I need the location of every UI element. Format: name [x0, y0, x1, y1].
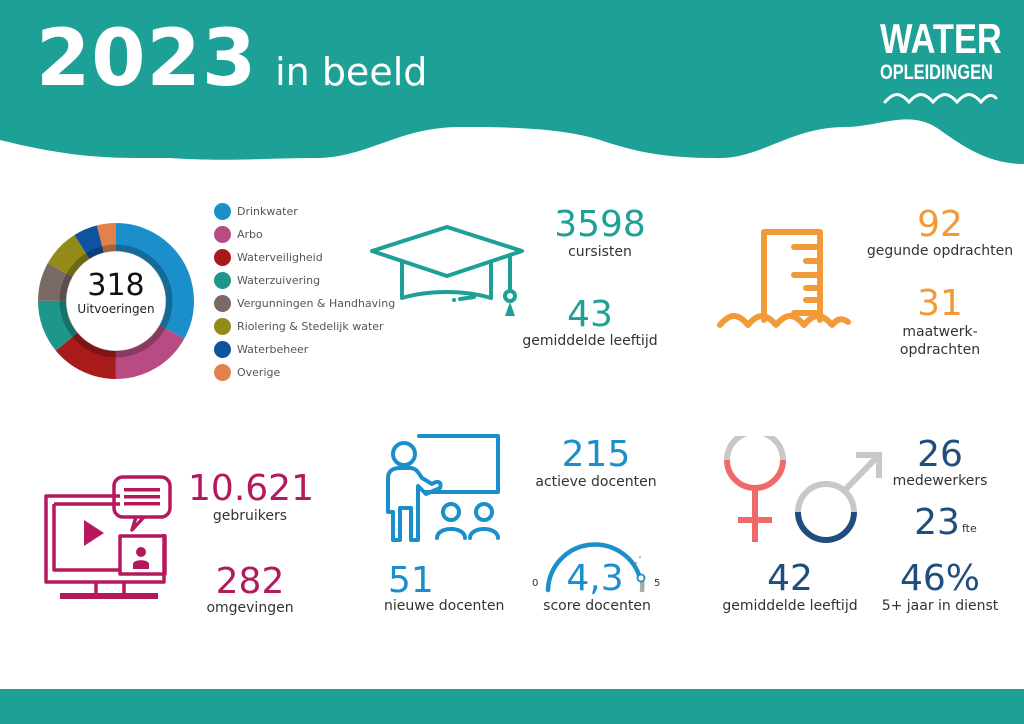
legend-item: Vergunningen & Handhaving	[214, 292, 395, 315]
title-year: 2023	[36, 14, 258, 104]
logo: WATER OPLEIDINGEN	[880, 15, 1002, 106]
staff-fte: 23	[914, 502, 960, 543]
assignments-granted: 92	[917, 204, 963, 245]
legend-label: Waterzuivering	[237, 274, 321, 287]
title-subtitle: in beeld	[275, 50, 428, 94]
legend-label: Vergunningen & Handhaving	[237, 297, 396, 310]
legend-dot	[214, 226, 231, 243]
legend-label: Waterbeheer	[237, 343, 309, 356]
legend-label: Drinkwater	[237, 205, 298, 218]
donut-chart	[38, 223, 194, 379]
legend-dot	[214, 203, 231, 220]
students-count: 3598	[554, 204, 646, 245]
students-count-label: cursisten	[568, 244, 632, 260]
teacher-icon	[386, 434, 500, 542]
assignments-custom-label-1: maatwerk-	[902, 324, 978, 340]
donut-total: 318	[87, 268, 145, 303]
legend-dot	[214, 295, 231, 312]
logo-line2: OPLEIDINGEN	[880, 61, 993, 84]
legend-dot	[214, 272, 231, 289]
graduation-cap-icon	[370, 225, 524, 316]
legend-label: Riolering & Stedelijk water	[237, 320, 384, 333]
legend-dot	[214, 364, 231, 381]
score-min: 0	[532, 578, 539, 589]
assignments-custom: 31	[917, 283, 963, 324]
elearning-environments-label: omgevingen	[206, 600, 294, 616]
logo-wave-icon	[883, 93, 998, 105]
staff-fte-label: fte	[962, 522, 977, 535]
elearning-users: 10.621	[188, 468, 314, 509]
teachers-new-label: nieuwe docenten	[384, 598, 505, 614]
teachers-active-label: actieve docenten	[535, 474, 657, 490]
donut-center: 318 Uitvoeringen	[66, 268, 166, 317]
teachers-new: 51	[388, 560, 434, 601]
assignments-granted-label: gegunde opdrachten	[866, 243, 1014, 259]
teachers-score: 4,3	[566, 558, 624, 599]
footer-bar	[0, 689, 1024, 724]
staff-employees: 26	[917, 434, 963, 475]
legend-dot	[214, 249, 231, 266]
legend-item: Waterbeheer	[214, 338, 395, 361]
legend-item: Waterzuivering	[214, 269, 395, 292]
legend-label: Overige	[237, 366, 281, 379]
chart-legend: Drinkwater Arbo Waterveiligheid Waterzui…	[214, 200, 395, 384]
score-gauge	[545, 542, 646, 593]
assignments-custom-label-2: opdrachten	[899, 342, 981, 358]
teachers-active: 215	[561, 434, 631, 475]
staff-tenure: 46%	[899, 558, 980, 599]
water-gauge-icon	[717, 229, 851, 328]
staff-tenure-label: 5+ jaar in dienst	[881, 598, 999, 614]
score-max: 5	[654, 578, 661, 589]
page-title: 2023 in beeld	[36, 14, 427, 104]
students-age: 43	[567, 294, 613, 335]
elearning-environments: 282	[215, 561, 285, 602]
legend-label: Arbo	[237, 228, 263, 241]
legend-item: Overige	[214, 361, 395, 384]
gender-icon	[724, 436, 882, 543]
legend-label: Waterveiligheid	[237, 251, 323, 264]
monitor-video-icon	[44, 475, 172, 599]
elearning-users-label: gebruikers	[212, 508, 288, 524]
legend-dot	[214, 341, 231, 358]
legend-item: Arbo	[214, 223, 395, 246]
staff-age-label: gemiddelde leeftijd	[722, 598, 858, 614]
legend-item: Riolering & Stedelijk water	[214, 315, 395, 338]
legend-item: Waterveiligheid	[214, 246, 395, 269]
teachers-score-label: score docenten	[543, 598, 651, 614]
staff-age: 42	[767, 558, 813, 599]
legend-dot	[214, 318, 231, 335]
legend-item: Drinkwater	[214, 200, 395, 223]
students-age-label: gemiddelde leeftijd	[522, 333, 658, 349]
donut-total-label: Uitvoeringen	[77, 302, 155, 316]
header-wave-background	[0, 0, 1024, 164]
logo-line1: WATER	[880, 15, 1002, 62]
staff-employees-label: medewerkers	[892, 473, 988, 489]
